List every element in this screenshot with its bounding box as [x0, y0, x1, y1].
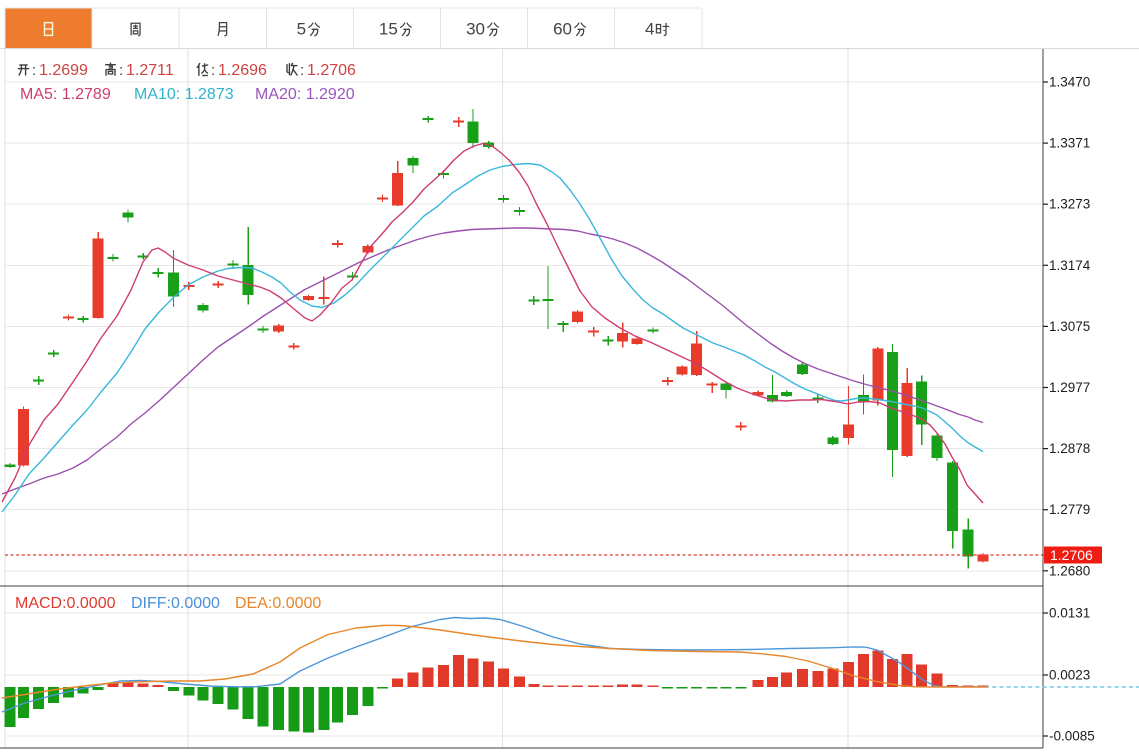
svg-text:DEA:0.0000: DEA:0.0000: [235, 595, 321, 612]
svg-text::: :: [211, 62, 215, 79]
svg-text:MA20: 1.2920: MA20: 1.2920: [255, 86, 355, 103]
svg-text:MA5: 1.2789: MA5: 1.2789: [20, 86, 111, 103]
svg-text:DIFF:0.0000: DIFF:0.0000: [131, 595, 220, 612]
svg-text:1.2706: 1.2706: [1050, 547, 1093, 563]
svg-text::: :: [119, 62, 123, 79]
svg-text:MACD:0.0000: MACD:0.0000: [15, 595, 116, 612]
svg-text:1.2977: 1.2977: [1049, 380, 1090, 395]
svg-text::: :: [32, 62, 36, 79]
svg-text:1.3075: 1.3075: [1049, 319, 1090, 334]
svg-text:5: 5: [297, 20, 306, 39]
svg-text:1.3273: 1.3273: [1049, 197, 1090, 212]
svg-text:60: 60: [553, 20, 572, 39]
svg-text:-0.0085: -0.0085: [1049, 729, 1095, 744]
svg-text:1.2696: 1.2696: [218, 62, 267, 79]
svg-text:1.2680: 1.2680: [1049, 563, 1090, 578]
svg-text:1.2706: 1.2706: [307, 62, 356, 79]
svg-text:1.2699: 1.2699: [39, 62, 88, 79]
svg-text:1.2779: 1.2779: [1049, 502, 1090, 517]
svg-text:MA10: 1.2873: MA10: 1.2873: [134, 86, 234, 103]
svg-text:15: 15: [379, 20, 398, 39]
svg-text:1.2711: 1.2711: [126, 62, 174, 79]
svg-text:0.0131: 0.0131: [1049, 606, 1090, 621]
svg-text:4: 4: [645, 20, 654, 39]
svg-text:30: 30: [466, 20, 485, 39]
svg-text::: :: [300, 62, 304, 79]
svg-text:1.3174: 1.3174: [1049, 258, 1091, 273]
svg-text:1.2878: 1.2878: [1049, 441, 1090, 456]
svg-text:0.0023: 0.0023: [1049, 668, 1090, 683]
svg-text:1.3371: 1.3371: [1049, 136, 1090, 151]
svg-text:1.3470: 1.3470: [1049, 75, 1090, 90]
